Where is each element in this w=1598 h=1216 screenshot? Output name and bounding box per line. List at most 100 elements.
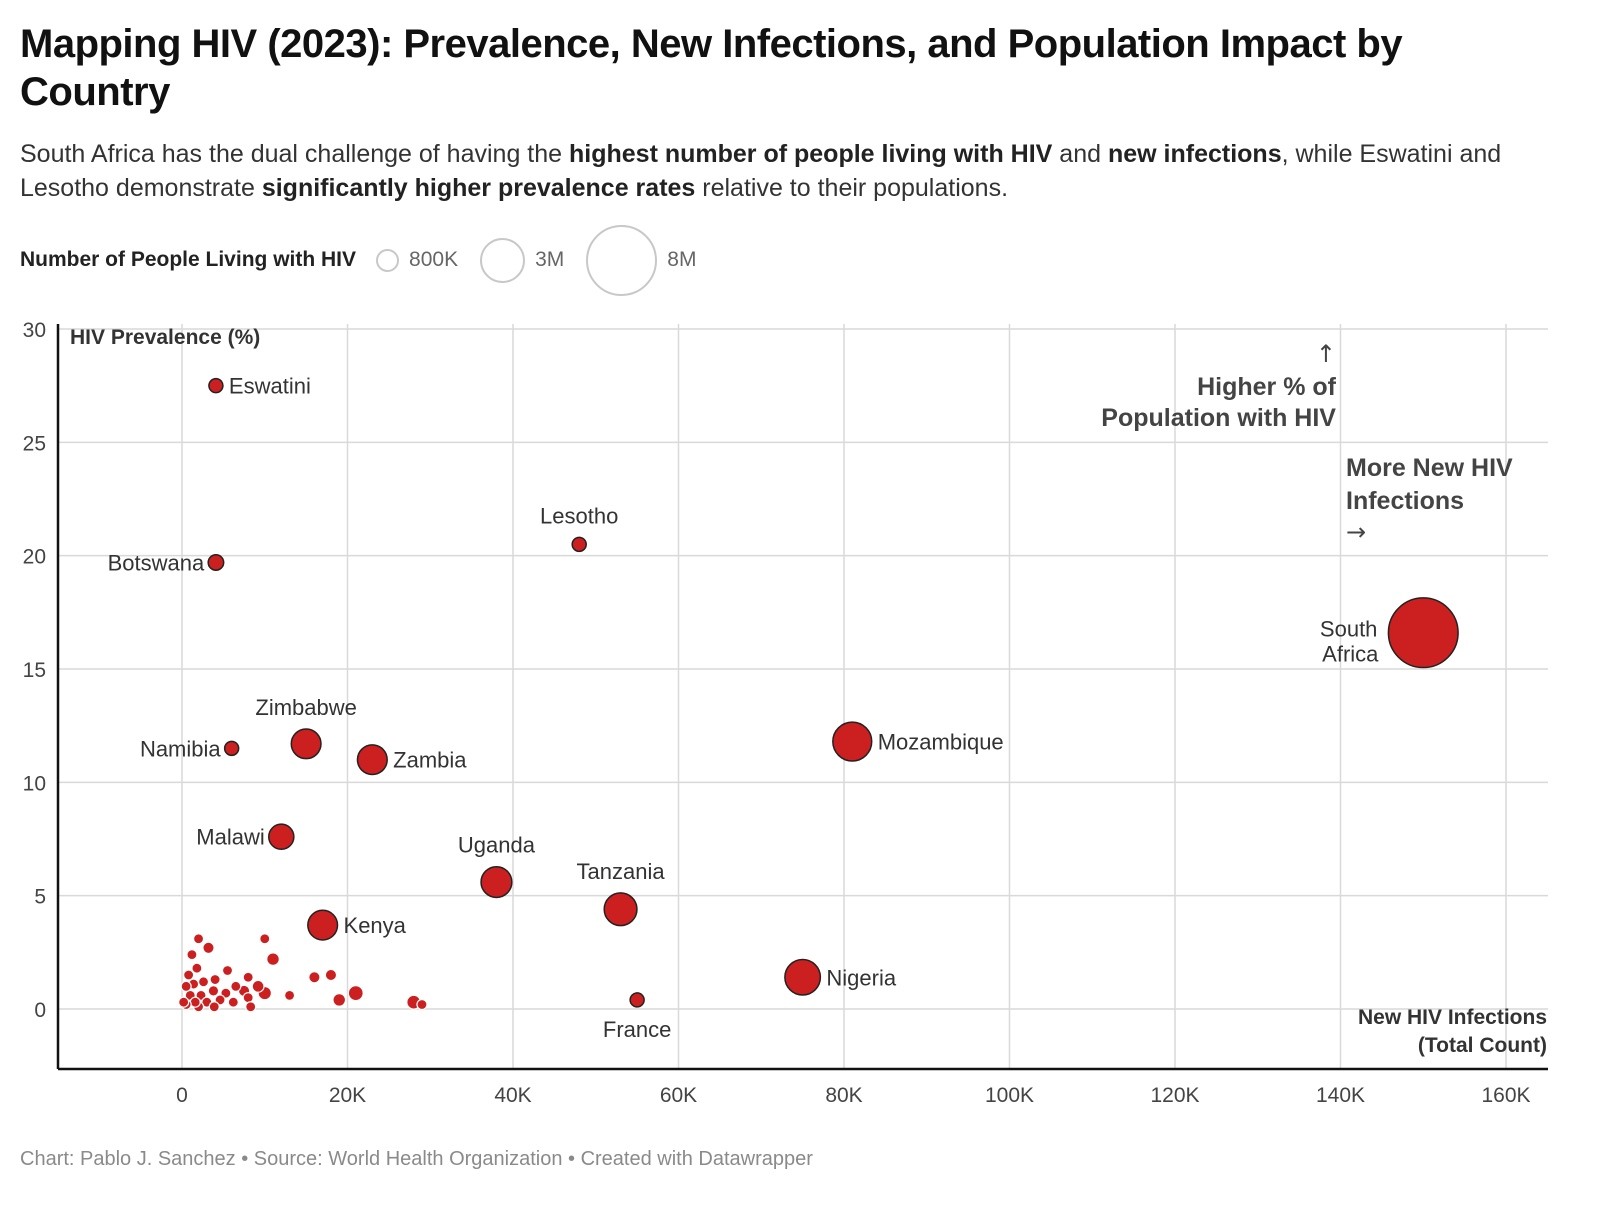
chart-subtitle: South Africa has the dual challenge of h… [20,137,1580,205]
bubble-eswatini [208,377,224,394]
bubble [324,968,338,982]
y-tick-label: 5 [34,886,46,909]
bubble [245,1001,257,1013]
bubble [183,969,195,981]
bubble [209,973,221,986]
y-tick-label: 10 [23,772,46,795]
bubble [191,962,203,974]
bubble-zambia [356,744,388,776]
bubble-nigeria [784,958,822,996]
bubble-tanzania [603,892,638,927]
point-label-nigeria: Nigeria [826,965,896,990]
bubble [221,964,234,977]
legend-item-large: 8M [586,224,706,296]
subtitle-emphasis: highest number of people living with HIV [569,140,1053,168]
point-label-botswana: Botswana [108,550,205,575]
legend-circle-icon [480,237,526,283]
legend-item-small: 800K [376,248,468,272]
legend-circle-icon [376,248,400,272]
bubble [259,933,271,945]
y-axis-title: HIV Prevalence (%) [70,326,260,349]
bubble [347,985,364,1002]
x-tick-label: 160K [1481,1084,1530,1107]
scatter-chart: 0 5 10 15 20 25 30 0 20K 40K 60K 80K 100K 120K 140K 160… [23,319,1548,1107]
bubble-south-africa [1387,597,1459,669]
bubble [208,1001,220,1013]
point-label-france: France [603,1017,671,1042]
bubbles [178,377,1459,1013]
subtitle-text: , while Eswatini and Lesotho demonstrate [20,140,1502,202]
subtitle-emphasis: significantly higher prevalence rates [261,174,696,202]
axis-ticks: 0 5 10 15 20 25 30 0 20K 40K 60K 80K 100K 120K 140K 160… [23,319,1531,1107]
y-tick-label: 15 [23,659,46,682]
subtitle-emphasis: new infections [1107,140,1282,168]
chart-annotations: HIV Prevalence (%) ↑ Higher % of Populat… [70,326,1547,1057]
bubble [308,971,321,984]
point-label-uganda: Uganda [458,833,536,858]
bubble [192,933,205,945]
x-tick-label: 0 [176,1084,188,1107]
bubble [197,976,210,988]
x-tick-label: 80K [825,1084,862,1107]
chart-title: Mapping HIV (2023): Prevalence, New Infe… [20,22,1403,114]
bubble-kenya [307,909,339,941]
point-label-zambia: Zambia [393,748,467,773]
x-direction-note-line2: Infections [1346,487,1464,515]
bubble [180,980,192,992]
x-tick-label: 140K [1316,1084,1365,1107]
x-tick-label: 40K [494,1084,531,1107]
point-label-kenya: Kenya [344,913,407,938]
grid-lines [58,324,1548,1069]
legend-item-medium: 3M [480,237,574,283]
bubble [178,996,190,1008]
point-label-namibia: Namibia [140,736,221,761]
y-tick-label: 0 [34,999,46,1022]
x-axis-title-line1: New HIV Infections [1358,1006,1547,1029]
bubble [202,941,215,955]
point-label-lesotho: Lesotho [540,503,618,528]
point-label-line: Africa [1322,642,1379,667]
point-label-south-africa: South Africa [1320,617,1379,667]
bubble [416,998,428,1011]
bubble-mozambique [832,721,873,762]
bubble [230,980,242,992]
subtitle-text: relative to their populations. [695,174,1009,202]
legend-label: 800K [409,248,459,271]
x-axis-title-line2: (Total Count) [1418,1034,1547,1057]
bubble [242,992,254,1004]
point-label-malawi: Malawi [196,825,264,850]
bubble-malawi [267,823,295,851]
x-tick-label: 100K [985,1084,1034,1107]
point-label-eswatini: Eswatini [229,374,311,399]
bubble-uganda [480,865,513,899]
legend-title: Number of People Living with HIV [20,248,357,271]
up-arrow-icon: ↑ [1316,340,1336,368]
bubble [251,979,265,993]
point-label-line: South [1320,617,1378,642]
x-direction-note-line1: More New HIV [1346,454,1513,482]
y-direction-note-line2: Population with HIV [1101,404,1336,432]
legend-circle-icon [586,224,658,296]
right-arrow-icon: → [1346,518,1366,546]
bubble-france [629,992,645,1008]
bubble [207,985,220,997]
x-tick-label: 60K [660,1084,697,1107]
chart-footer: Chart: Pablo J. Sanchez • Source: World … [20,1148,813,1170]
point-label-zimbabwe: Zimbabwe [255,695,356,720]
y-tick-label: 30 [23,319,46,342]
bubble-botswana [207,553,225,571]
x-tick-label: 20K [329,1084,366,1107]
point-label-tanzania: Tanzania [577,859,666,884]
bubble-zimbabwe [290,728,322,760]
legend-label: 8M [667,248,697,271]
bubble [332,993,347,1007]
x-tick-label: 120K [1150,1084,1199,1107]
bubble [266,952,280,967]
subtitle-text: and [1052,140,1108,168]
point-label-mozambique: Mozambique [878,730,1004,755]
y-tick-label: 20 [23,546,46,569]
bubble [186,948,198,961]
bubble [283,989,296,1002]
subtitle-text: South Africa has the dual challenge of h… [20,140,569,168]
y-direction-note-line1: Higher % of [1197,373,1337,401]
